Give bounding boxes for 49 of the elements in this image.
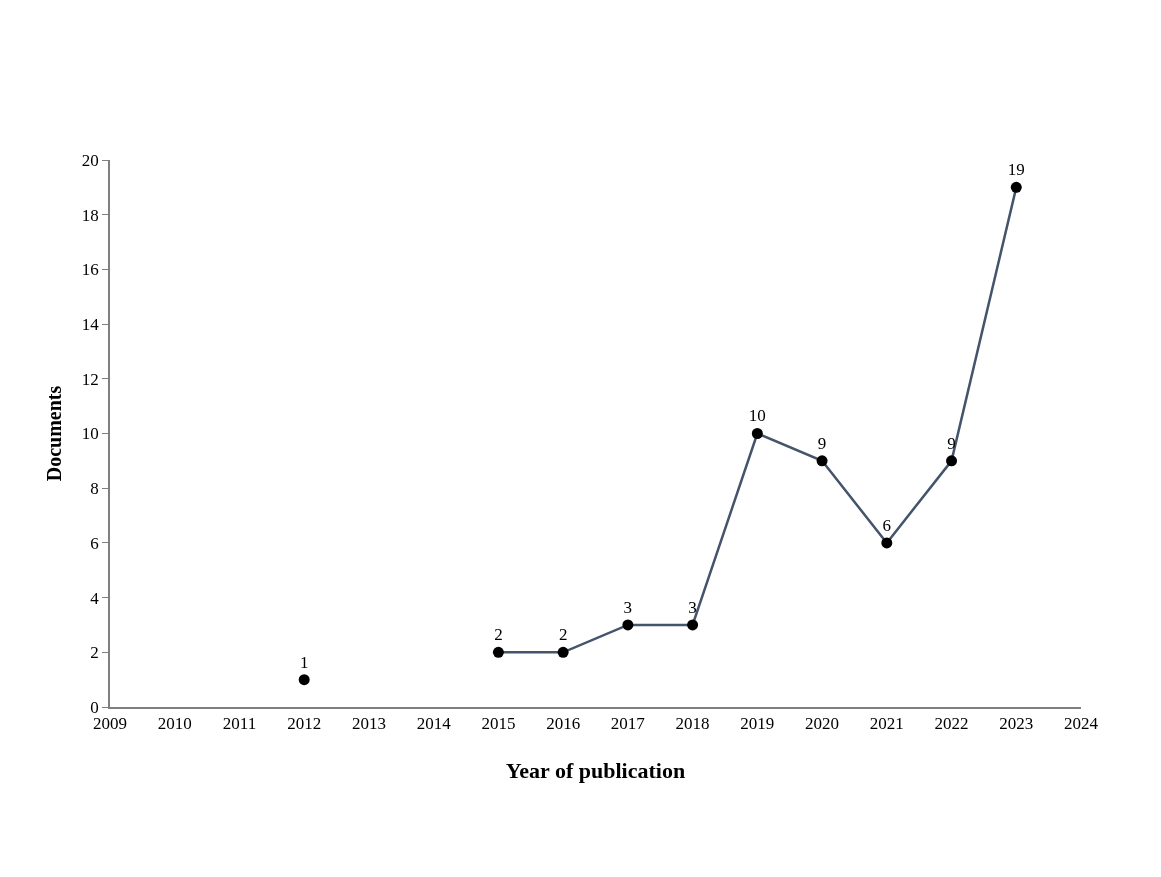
point — [622, 619, 634, 631]
x-tick-label: 2009 — [93, 714, 127, 734]
data-label: 1 — [299, 652, 309, 672]
y-tick-label: 10 — [81, 424, 99, 444]
x-tick-label: 2017 — [610, 714, 646, 734]
y-tick-label: 4 — [90, 588, 100, 608]
y-tick-label: 16 — [81, 260, 99, 280]
y-tick-label: 18 — [81, 205, 99, 225]
x-axis-title: Year of publication — [505, 757, 686, 783]
x-tick-label: 2019 — [740, 714, 775, 734]
y-tick-label: 2 — [90, 643, 99, 663]
y-tick-label: 8 — [90, 479, 99, 499]
data-label: 6 — [882, 515, 892, 535]
x-tick-label: 2022 — [934, 714, 969, 734]
y-tick-label: 0 — [90, 697, 99, 717]
x-tick-label: 2014 — [416, 714, 452, 734]
x-tick-label: 2012 — [287, 714, 322, 734]
point — [1010, 181, 1022, 193]
point — [816, 455, 828, 467]
point — [687, 619, 699, 631]
y-tick-label: 20 — [81, 150, 99, 170]
y-tick-label: 12 — [81, 369, 99, 389]
data-label: 10 — [748, 406, 766, 426]
data-label: 3 — [688, 597, 697, 617]
x-tick-label: 2024 — [1064, 714, 1099, 734]
x-tick-label: 2010 — [157, 714, 192, 734]
x-tick-label: 2020 — [805, 714, 840, 734]
point — [751, 428, 763, 439]
y-tick-label: 14 — [81, 315, 100, 335]
data-label: 2 — [494, 625, 503, 645]
point — [946, 455, 958, 467]
x-tick-label: 2021 — [869, 714, 904, 734]
y-axis-title: Documents — [42, 385, 65, 482]
point — [557, 646, 569, 658]
y-tick-label: 6 — [90, 533, 99, 553]
x-tick-label: 2015 — [481, 714, 516, 734]
data-label: 19 — [1007, 160, 1025, 180]
point — [298, 674, 310, 686]
x-tick-label: 2023 — [999, 714, 1034, 734]
data-label: 9 — [947, 433, 956, 453]
x-tick-label: 2013 — [351, 714, 386, 734]
data-label: 9 — [817, 433, 827, 453]
x-tick-label: 2018 — [675, 714, 710, 734]
x-tick-label: 2016 — [546, 714, 581, 734]
point — [492, 646, 504, 658]
data-label: 3 — [623, 597, 633, 617]
point — [881, 537, 893, 549]
data-label: 2 — [558, 625, 568, 645]
x-tick-label: 2011 — [222, 714, 257, 734]
